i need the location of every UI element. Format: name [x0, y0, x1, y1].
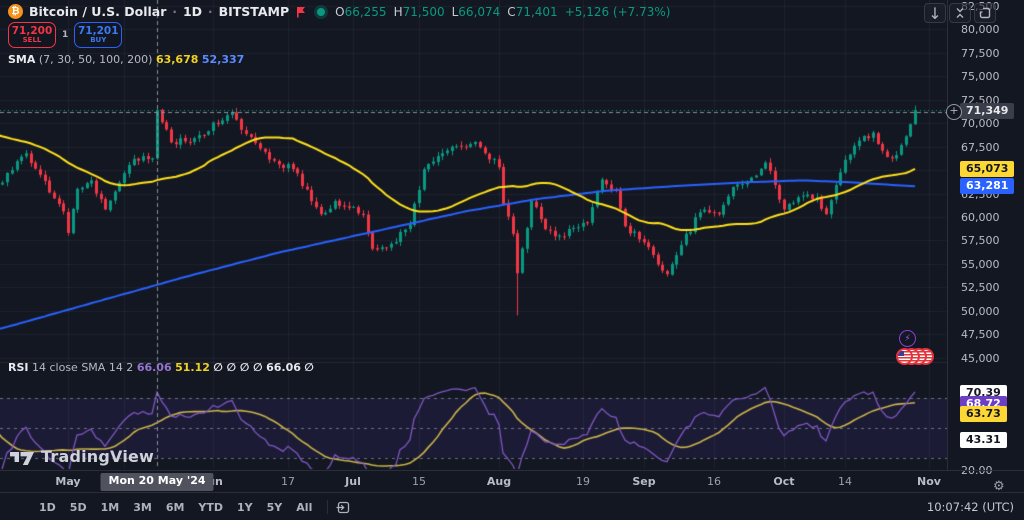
price-axis-tick: 80,000: [961, 23, 1000, 37]
reset-chart-view-icon[interactable]: [974, 3, 996, 23]
sell-button[interactable]: 71,200 SELL: [8, 22, 56, 48]
tradingview-logo[interactable]: TradingView: [10, 447, 154, 466]
bitcoin-logo-icon: ₿: [8, 4, 23, 19]
sma-slow-value: 52,337: [201, 53, 245, 66]
crosshair-date-tooltip: Mon 20 May '24: [100, 473, 214, 491]
tradingview-logo-text: TradingView: [41, 447, 155, 466]
range-button-6m[interactable]: 6M: [165, 500, 185, 514]
price-axis-tick: 57,500: [961, 234, 1000, 248]
close-value: 71,401: [515, 4, 558, 19]
range-button-1d[interactable]: 1D: [39, 500, 56, 514]
sma-fast-value: 63,678: [155, 53, 199, 66]
time-axis-label: Sep: [632, 475, 656, 488]
time-axis-label: 19: [576, 475, 590, 488]
sma-fast-price-tag: 65,073: [960, 161, 1015, 177]
time-axis-label: 15: [412, 475, 426, 488]
price-axis-tick: 47,500: [961, 328, 1000, 342]
time-axis-label: Nov: [917, 475, 941, 488]
price-axis-tick: 50,000: [961, 304, 1000, 318]
crosshair-price-tag: 71,349: [960, 102, 1015, 119]
range-button-all[interactable]: All: [296, 500, 313, 514]
price-chart-canvas[interactable]: [0, 0, 947, 470]
bottom-toolbar: 1D 5D 1M 3M 6M YTD 1Y 5Y All 10:07:42 (U…: [0, 492, 1024, 520]
range-button-5d[interactable]: 5D: [69, 500, 87, 514]
change-value: +5,126 (+7.73%): [564, 4, 671, 19]
range-button-ytd[interactable]: YTD: [198, 500, 224, 514]
separator: ·: [208, 4, 213, 19]
toolbar-divider: [327, 500, 329, 514]
flag-icon[interactable]: [295, 6, 307, 18]
price-axis-tick: 70,000: [961, 117, 1000, 131]
price-axis-tick: 45,000: [961, 351, 1000, 365]
price-axis[interactable]: 82,50080,00077,50075,00072,50070,00067,5…: [947, 0, 1024, 477]
low-value: 66,074: [458, 4, 501, 19]
price-axis-tick: 52,500: [961, 281, 1000, 295]
chart-toolbar-buttons: ↓: [924, 3, 996, 23]
range-button-1m[interactable]: 1M: [100, 500, 120, 514]
sma-legend[interactable]: SMA (7, 30, 50, 100, 200) 63,678 52,337: [8, 53, 245, 66]
separator: ·: [172, 4, 177, 19]
interval-label[interactable]: 1D: [182, 4, 203, 19]
exchange-label[interactable]: BITSTAMP: [218, 4, 290, 19]
rsi-legend[interactable]: RSI 14 close SMA 14 2 66.06 51.12 ∅ ∅ ∅ …: [8, 361, 314, 374]
add-alert-plus-icon[interactable]: +: [946, 104, 962, 120]
time-axis-label: Oct: [773, 475, 795, 488]
lightning-event-icon[interactable]: ⚡: [899, 330, 916, 347]
range-button-1y[interactable]: 1Y: [237, 500, 253, 514]
time-axis-label: Jul: [345, 475, 361, 488]
time-axis-label: 17: [281, 475, 295, 488]
time-axis-label: Aug: [486, 475, 512, 488]
time-axis[interactable]: Mon 20 May '24 May13Jun17Jul15Aug19Sep16…: [0, 470, 1024, 493]
go-to-date-icon[interactable]: [336, 501, 350, 514]
ohlc-values: O66,255 H71,500 L66,074 C71,401 +5,126 (…: [335, 4, 671, 19]
rsi-value: 66.06: [136, 361, 172, 374]
time-axis-label: 16: [707, 475, 721, 488]
symbol-title[interactable]: Bitcoin / U.S. Dollar: [29, 4, 167, 19]
high-value: 71,500: [402, 4, 445, 19]
collapse-pane-icon[interactable]: [949, 3, 971, 23]
axis-settings-gear-icon[interactable]: ⚙: [993, 479, 1005, 494]
range-button-3m[interactable]: 3M: [133, 500, 152, 514]
scroll-to-recent-button[interactable]: ↓: [924, 3, 946, 23]
price-axis-tick: 55,000: [961, 257, 1000, 271]
open-value: 66,255: [344, 4, 387, 19]
price-axis-tick: 77,500: [961, 46, 1000, 60]
sma-slow-price-tag: 63,281: [960, 178, 1015, 194]
order-panel: 71,200 SELL 1 71,201 BUY: [8, 22, 123, 48]
rsi-band-low-tag: 43.31: [960, 432, 1007, 448]
spread-value: 1: [62, 30, 69, 40]
price-axis-tick: 75,000: [961, 70, 1000, 84]
session-clock[interactable]: 10:07:42 (UTC): [926, 500, 1014, 514]
rsi-ma-value: 51.12: [175, 361, 210, 374]
market-status-icon[interactable]: [317, 7, 326, 16]
time-axis-label: May: [55, 475, 81, 488]
buy-button[interactable]: 71,201 BUY: [74, 22, 123, 48]
price-axis-tick: 67,500: [961, 140, 1000, 154]
rsi-ma-value-tag: 63.73: [960, 406, 1007, 422]
price-axis-tick: 60,000: [961, 210, 1000, 224]
symbol-header: ₿ Bitcoin / U.S. Dollar · 1D · BITSTAMP …: [8, 4, 670, 19]
range-button-5y[interactable]: 5Y: [266, 500, 283, 514]
time-axis-label: 14: [838, 475, 852, 488]
